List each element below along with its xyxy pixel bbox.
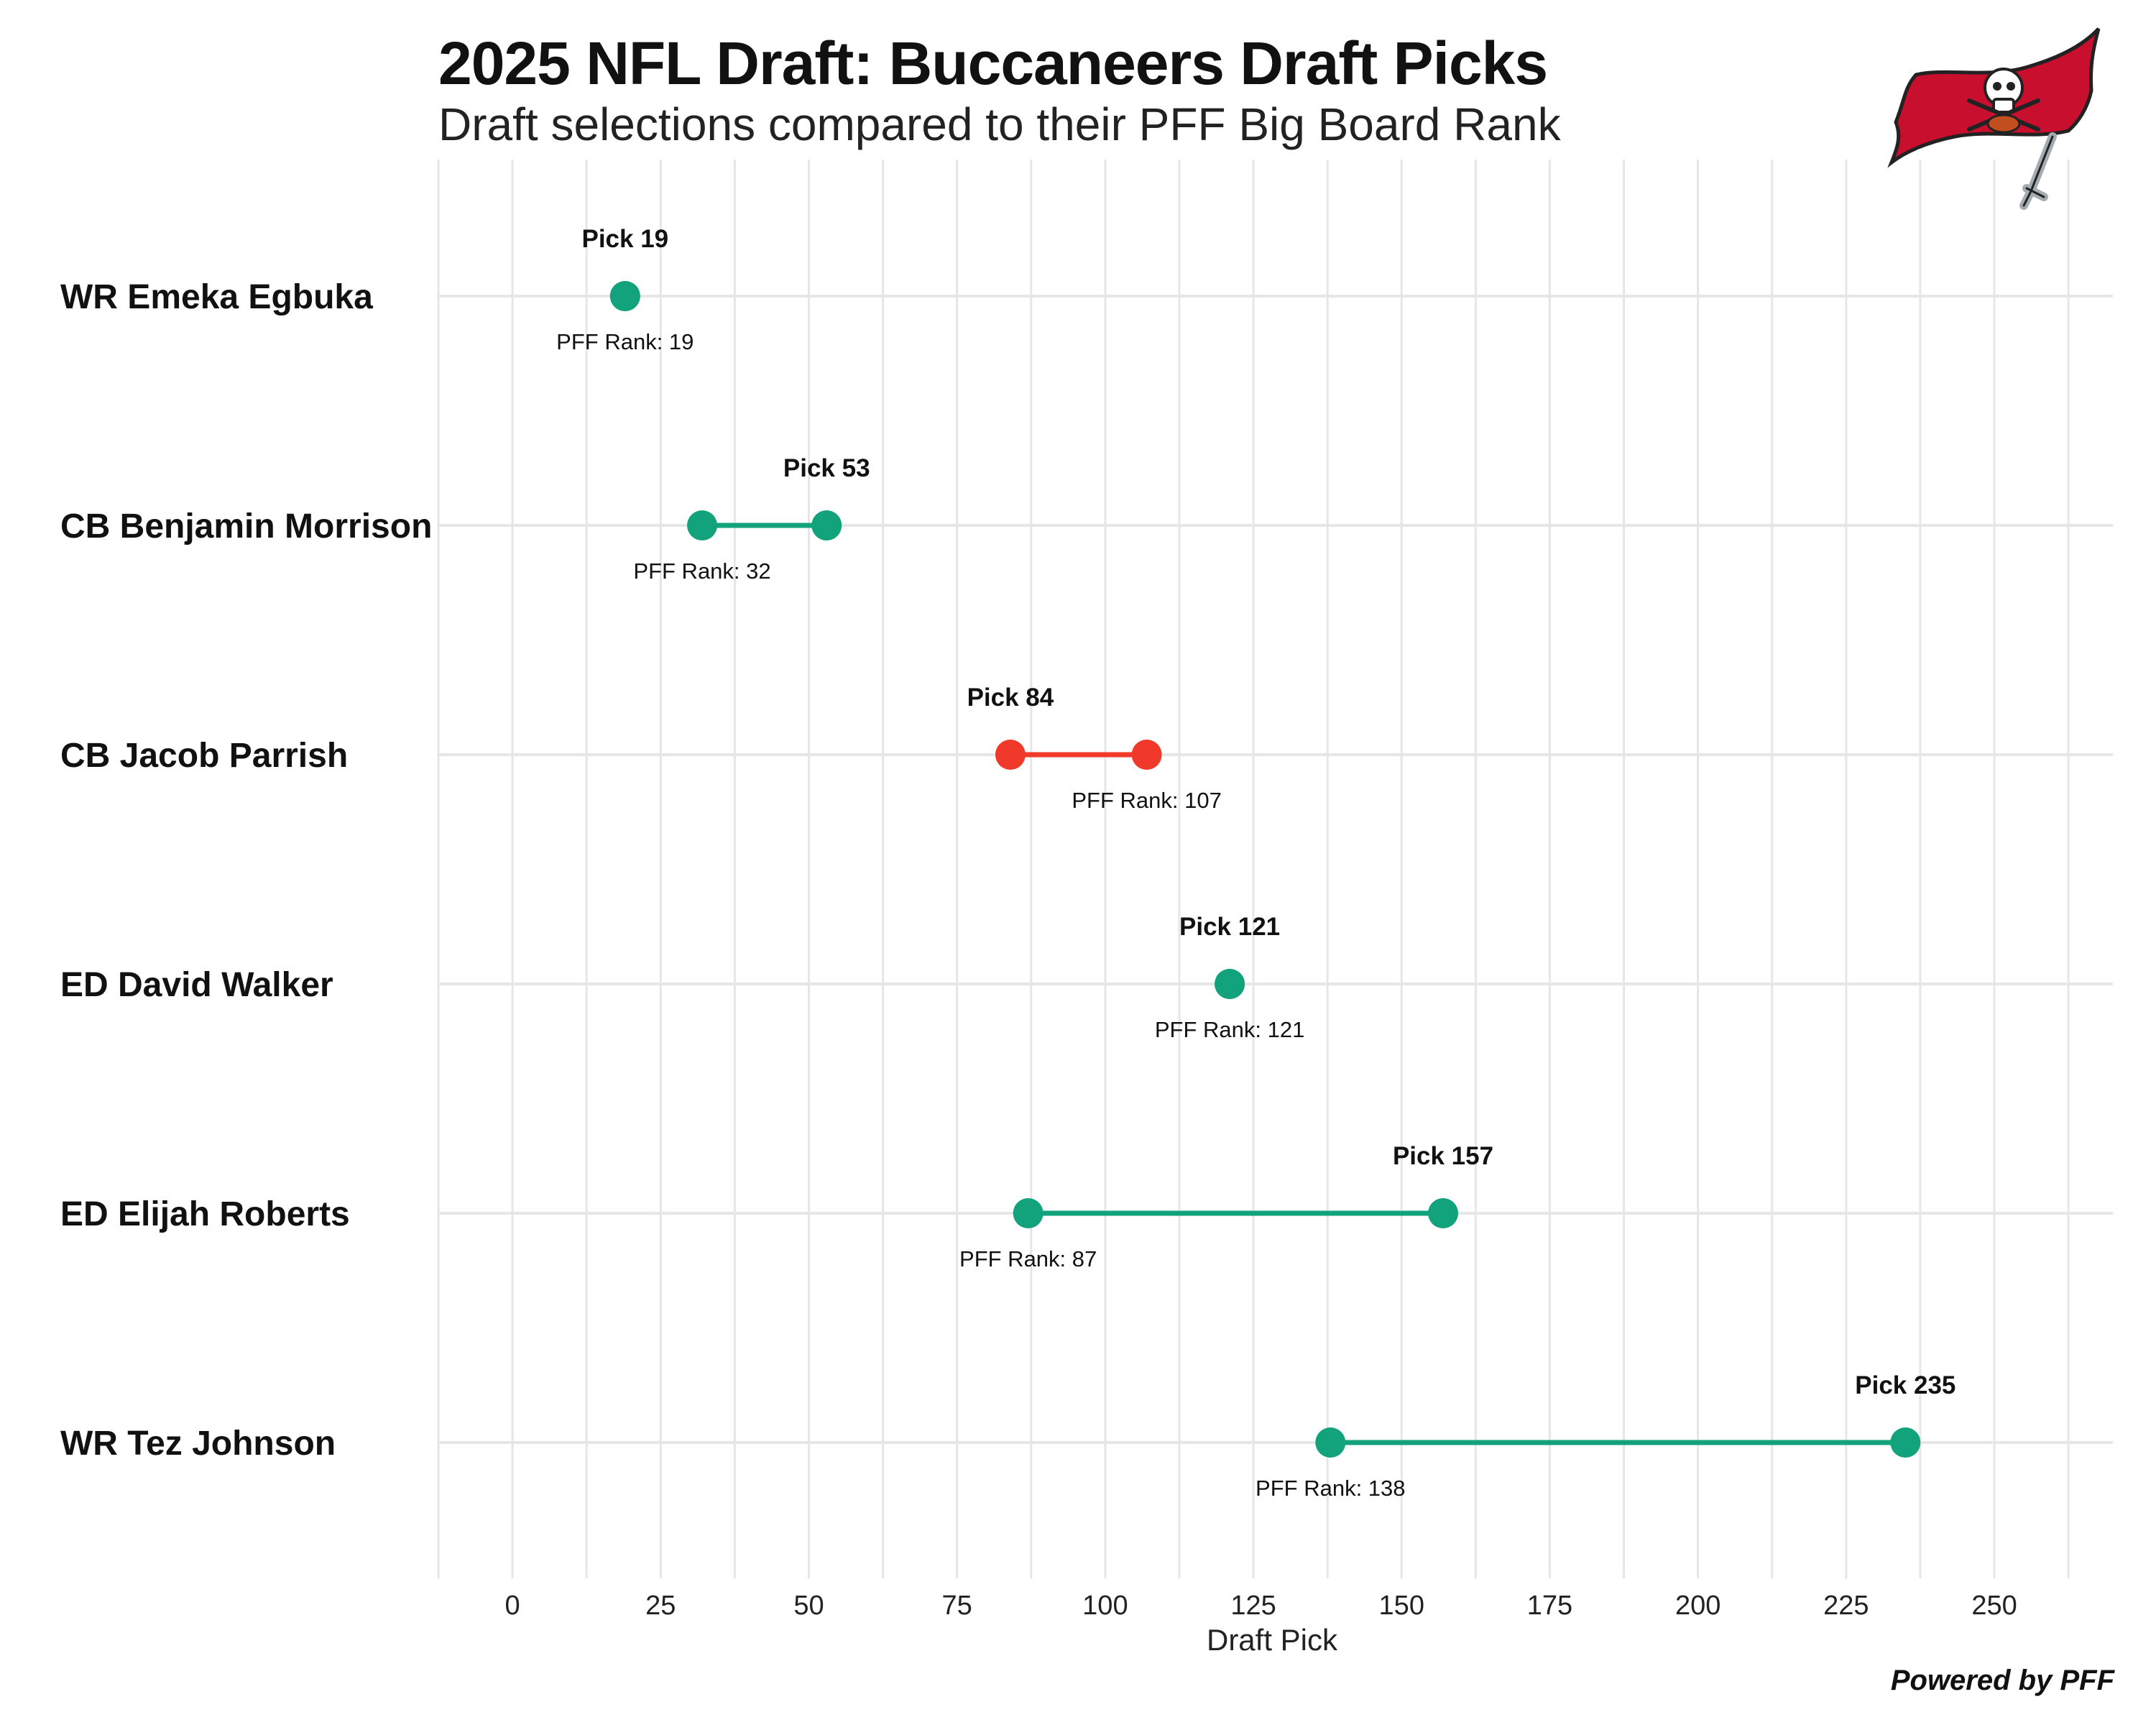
pick-label: Pick 121 — [1179, 913, 1280, 941]
x-tick-label: 225 — [1823, 1591, 1869, 1621]
draft-pick-point — [1890, 1427, 1921, 1458]
x-tick-label: 150 — [1379, 1591, 1424, 1621]
player-label: ED Elijah Roberts — [60, 1195, 350, 1233]
player-label: CB Benjamin Morrison — [60, 507, 432, 546]
player-rows: WR Emeka Egbuka Pick 19 PFF Rank: 19 CB Ben… — [60, 225, 2113, 1501]
player-label: WR Tez Johnson — [60, 1425, 336, 1463]
pff-rank-point — [1131, 740, 1162, 770]
pff-rank-point — [687, 510, 718, 540]
player-label: ED David Walker — [60, 966, 333, 1004]
player-row: CB Benjamin Morrison Pick 53 PFF Rank: 32 — [60, 454, 2113, 584]
x-axis-title: Draft Pick — [1207, 1623, 1338, 1657]
x-tick-label: 25 — [645, 1591, 676, 1621]
player-label: WR Emeka Egbuka — [60, 278, 373, 316]
chart-title: 2025 NFL Draft: Buccaneers Draft Picks — [438, 29, 1548, 97]
draft-pick-point — [1428, 1198, 1458, 1228]
buccaneers-flag-icon — [1887, 27, 2101, 210]
powered-by-caption: Powered by PFF — [1890, 1665, 2114, 1696]
player-row: WR Tez Johnson Pick 235 PFF Rank: 138 — [60, 1371, 2113, 1501]
player-row: WR Emeka Egbuka Pick 19 PFF Rank: 19 — [60, 225, 2113, 354]
x-tick-label: 0 — [505, 1591, 520, 1621]
x-tick-label: 250 — [1971, 1591, 2017, 1621]
player-row: CB Jacob Parrish Pick 84 PFF Rank: 107 — [60, 684, 2113, 813]
pff-rank-point — [1013, 1198, 1044, 1228]
x-tick-label: 125 — [1230, 1591, 1276, 1621]
pff-rank-label: PFF Rank: 121 — [1155, 1017, 1304, 1042]
x-tick-label: 50 — [793, 1591, 824, 1621]
x-axis-ticks: 0 25 50 75 100 125 150 175 200 225 250 — [505, 1591, 2017, 1621]
grid-layer — [437, 160, 2070, 1578]
pff-rank-label: PFF Rank: 138 — [1256, 1476, 1405, 1501]
x-tick-label: 75 — [942, 1591, 972, 1621]
pick-label: Pick 235 — [1855, 1371, 1955, 1399]
x-tick-label: 200 — [1675, 1591, 1720, 1621]
x-tick-label: 175 — [1527, 1591, 1572, 1621]
pff-rank-label: PFF Rank: 32 — [633, 558, 770, 584]
pick-label: Pick 19 — [581, 225, 668, 253]
x-tick-label: 100 — [1082, 1591, 1128, 1621]
player-row: ED Elijah Roberts Pick 157 PFF Rank: 87 — [60, 1142, 2113, 1271]
pff-rank-label: PFF Rank: 107 — [1072, 788, 1221, 813]
pick-label: Pick 53 — [783, 454, 870, 482]
pff-rank-point — [1315, 1427, 1346, 1458]
draft-pick-point — [811, 510, 842, 540]
draft-pick-point — [1215, 969, 1245, 999]
draft-pick-point — [995, 740, 1026, 770]
draft-pick-point — [609, 281, 640, 311]
player-row: ED David Walker Pick 121 PFF Rank: 121 — [60, 913, 2113, 1042]
pff-rank-label: PFF Rank: 87 — [959, 1246, 1097, 1271]
pick-label: Pick 157 — [1393, 1142, 1493, 1170]
player-label: CB Jacob Parrish — [60, 737, 348, 775]
pick-label: Pick 84 — [967, 684, 1054, 712]
pff-rank-label: PFF Rank: 19 — [556, 329, 694, 354]
chart-subtitle: Draft selections compared to their PFF B… — [438, 98, 1561, 150]
